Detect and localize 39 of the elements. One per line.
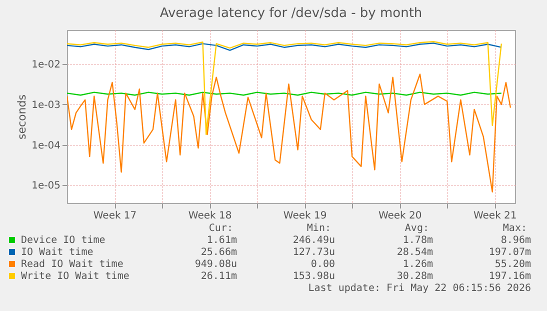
line-series [67, 74, 512, 192]
text: 8.96m [500, 235, 531, 246]
text: 0.00 [310, 259, 335, 270]
text: 197.16m [488, 271, 531, 282]
legend-label: Device IO time [21, 235, 106, 246]
y-tick-label: 1e-04 [32, 140, 60, 152]
line-series [67, 41, 502, 136]
text: 28.54m [396, 247, 433, 258]
text: 30.28m [396, 271, 433, 282]
text: 1.26m [402, 259, 433, 270]
text: Max: [502, 223, 527, 234]
text: Last update: Fri May 22 06:15:56 2026 [308, 283, 531, 294]
x-tick-label: Week 21 [473, 210, 517, 222]
text: 1.61m [206, 235, 237, 246]
legend-label: Write IO Wait time [21, 271, 130, 282]
y-tick-label: 1e-03 [32, 100, 60, 111]
text: Cur: [208, 223, 233, 234]
legend-label: IO Wait time [21, 247, 94, 258]
text: 127.73u [292, 247, 335, 258]
x-tick-label: Week 20 [378, 210, 422, 222]
text: 1.78m [402, 235, 433, 246]
y-axis-title: seconds [16, 94, 29, 140]
text: 949.08u [194, 259, 237, 270]
text: 55.20m [494, 259, 531, 270]
x-tick-label: Week 19 [283, 210, 327, 222]
text: 153.98u [292, 271, 335, 282]
text: 197.07m [488, 247, 531, 258]
text: Min: [306, 223, 331, 234]
y-tick-label: 1e-02 [32, 60, 60, 71]
legend-label: Read IO Wait time [21, 259, 124, 270]
text: 246.49u [292, 235, 335, 246]
x-tick-label: Week 18 [188, 210, 232, 222]
text: Avg: [404, 223, 429, 234]
y-tick-label: 1e-05 [32, 180, 60, 192]
line-series [67, 42, 502, 51]
x-tick-label: Week 17 [93, 210, 137, 222]
chart-title: Average latency for /dev/sda - by month [160, 6, 422, 21]
text: 25.66m [200, 247, 237, 258]
text: 26.11m [200, 271, 237, 282]
